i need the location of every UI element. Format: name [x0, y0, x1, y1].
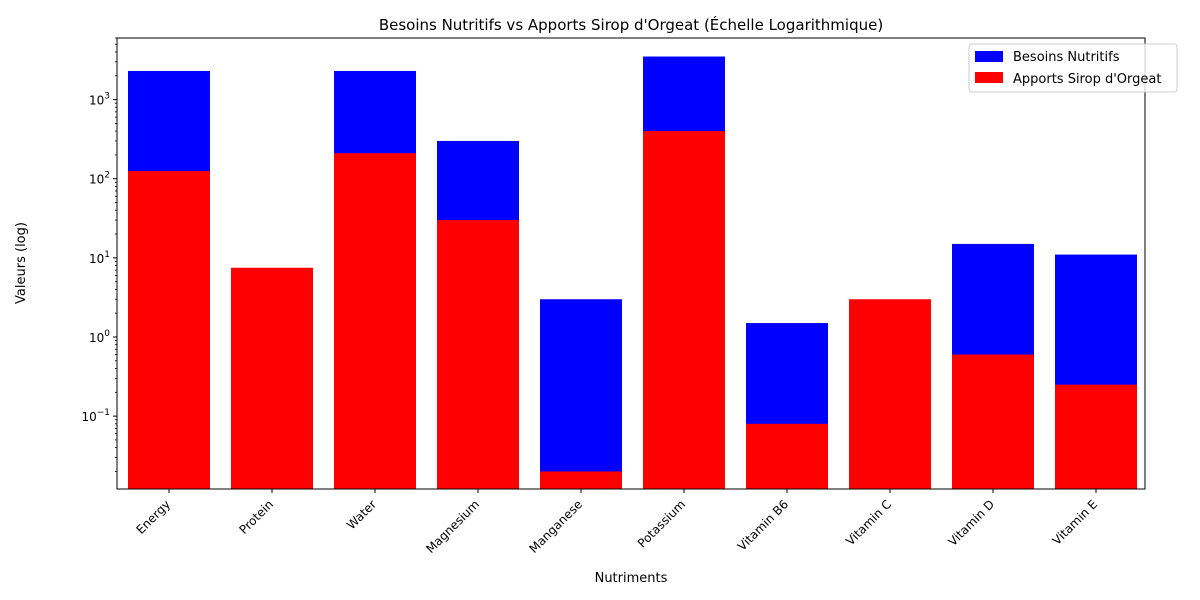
x-tick-label: Vitamin E [1050, 497, 1100, 547]
bar-apports-vitamin-c [849, 299, 931, 489]
chart-title: Besoins Nutritifs vs Apports Sirop d'Org… [379, 15, 883, 34]
y-axis: 10−1 100 101 102 103 [81, 37, 117, 472]
legend-label-besoins: Besoins Nutritifs [1013, 50, 1120, 65]
bar-besoins-manganese [540, 299, 622, 489]
legend-swatch-besoins [975, 51, 1003, 62]
legend-label-apports: Apports Sirop d'Orgeat [1013, 72, 1161, 87]
x-axis-label: Nutriments [595, 571, 668, 586]
x-tick-label: Energy [134, 497, 174, 537]
bar-apports-vitamin-e [1055, 384, 1137, 489]
x-tick-label: Magnesium [423, 497, 482, 556]
x-tick-label: Potassium [635, 497, 688, 550]
legend-box [968, 43, 1178, 93]
legend: Besoins Nutritifs Apports Sirop d'Orgeat [968, 43, 1178, 93]
y-tick-label: 103 [89, 92, 110, 108]
plot-frame [116, 37, 1146, 490]
y-tick-label: 102 [89, 171, 110, 187]
legend-swatch-apports [975, 72, 1003, 83]
bar-apports-water [334, 153, 416, 489]
x-tick-label: Manganese [526, 497, 585, 556]
x-tick-label: Vitamin C [843, 497, 894, 548]
bar-apports-vitamin-b6 [746, 423, 828, 489]
x-tick-label: Vitamin B6 [735, 497, 791, 553]
bar-apports-potassium [643, 131, 725, 490]
bars-group [128, 56, 1137, 490]
bar-apports-vitamin-d [952, 354, 1034, 489]
x-tick-label: Protein [236, 497, 276, 537]
x-axis: Energy Protein Water Magnesium Manganese Pota… [134, 489, 1100, 556]
x-tick-label: Vitamin D [945, 497, 997, 549]
y-tick-label: 10−1 [81, 408, 110, 424]
x-tick-label: Water [344, 497, 379, 532]
y-tick-label: 101 [89, 250, 110, 266]
y-axis-label: Valeurs (log) [14, 222, 29, 304]
bar-apports-manganese [540, 471, 622, 489]
y-tick-label: 100 [89, 329, 110, 345]
bar-apports-magnesium [437, 220, 519, 489]
bar-apports-protein [231, 267, 313, 489]
bar-apports-energy [128, 171, 210, 489]
